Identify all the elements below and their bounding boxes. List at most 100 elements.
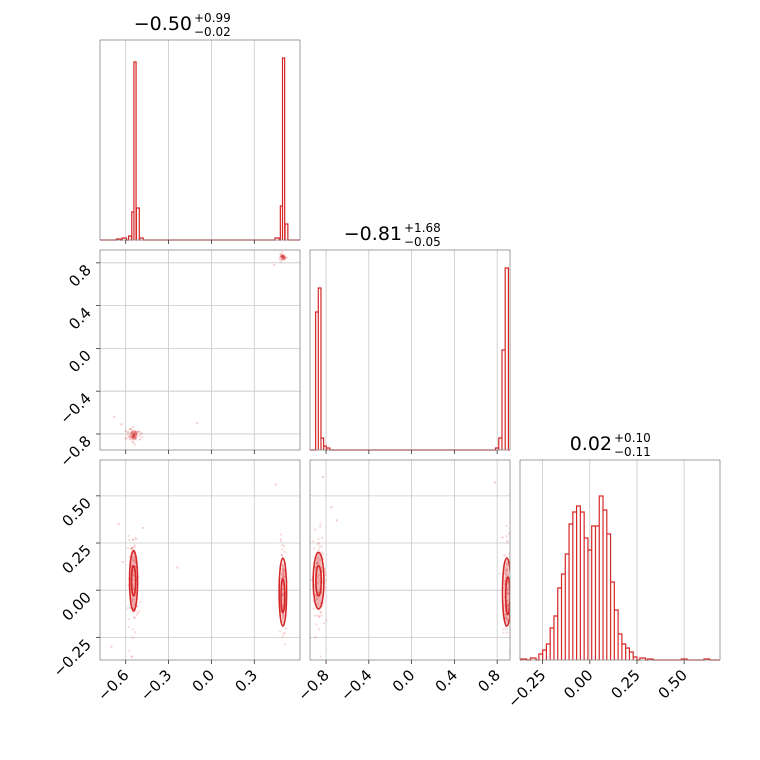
sample-point [132,434,135,438]
sample-point [127,435,130,438]
sample-point [132,539,135,542]
x-tick-label: 0.0 [389,666,419,696]
x-tick-label: 0.25 [607,666,643,702]
sample-point [506,587,509,590]
sample-point [316,602,319,606]
sample-point [281,593,284,596]
hist-panel-2-bin-23 [618,634,622,660]
sample-point [138,430,141,433]
sample-point [133,432,136,435]
sample-point [140,432,143,435]
sample-point [282,256,285,259]
sample-point [131,546,134,550]
hist-panel-2-bin-5 [550,628,554,660]
sample-point [282,613,285,617]
sample-point [506,589,509,592]
sample-point [505,541,509,544]
sample-point [273,263,276,267]
sample-point [135,432,139,435]
sample-point [130,430,134,433]
sample-point [131,433,134,436]
sample-point [281,568,284,571]
sample-point [280,255,283,258]
y-tick-label: 0.50 [58,494,94,530]
sample-point [130,431,133,434]
sample-point [321,536,324,539]
hist-panel-2-frame [519,459,721,661]
x-tick-label: 0.00 [560,666,596,702]
sample-point [281,554,284,557]
sample-point [506,618,509,621]
sample-point [129,432,132,435]
sample-point [278,256,281,259]
sample-point [322,622,325,625]
sample-point [312,539,315,543]
sample-point [285,256,288,259]
sample-point [135,431,138,434]
sample-point [280,253,283,256]
hist-panel-0-bin-9 [283,58,285,240]
sample-point [131,437,135,440]
hist-panel-2-bin-27 [633,657,637,660]
sample-point [320,545,323,548]
sample-point [127,431,130,434]
hist-panel-2-bin-15 [588,550,592,660]
sample-point [126,433,130,436]
sample-point [134,435,137,438]
hist-title-minus: −0.05 [404,235,441,249]
sample-point [138,438,142,441]
sample-point [131,431,134,434]
sample-point [135,436,138,439]
sample-point [176,566,179,569]
sample-point [506,539,509,543]
sample-point [132,559,135,563]
sample-point [133,429,136,432]
sample-point [505,569,508,573]
x-tick-label: −0.6 [94,666,132,704]
scatter-panel-0-2-frame [99,459,301,661]
hist-panel-2-bin-22 [614,610,618,660]
hist-panel-2-bin-9 [565,554,569,660]
sample-point [502,628,505,631]
hist-panel-1-frame [309,249,511,451]
sample-point [280,255,283,258]
sample-point [313,614,317,617]
sample-point [281,255,284,258]
sample-point [133,434,136,437]
hist-panel-0-frame [99,39,301,241]
sample-point [316,560,320,563]
sample-point [281,635,284,638]
sample-point [501,536,504,539]
sample-point [131,435,134,439]
sample-point [313,547,316,550]
density-core [280,254,286,259]
sample-point [283,550,286,554]
sample-point [281,251,284,254]
sample-point [132,597,136,601]
sample-point [131,538,134,541]
sample-point [325,619,328,622]
sample-point [317,562,320,565]
sample-point [131,429,134,432]
hist-title-value: 0.02 [570,433,612,455]
sample-point [320,551,323,554]
hist-panel-2-title: 0.02 +0.10−0.11 [570,431,651,459]
y-tick-label: 0.0 [65,346,95,376]
hist-panel-0-title: −0.50 +0.99−0.02 [134,11,231,39]
sample-point [281,594,285,597]
sample-point [282,570,285,573]
sample-point [135,537,138,541]
hist-panel-2-bin-12 [577,506,581,660]
hist-panel-1-title: −0.81 +1.68−0.05 [344,221,441,249]
sample-point [321,552,324,555]
sample-point [132,433,136,437]
hist-panel-1-bin-7 [499,438,502,450]
sample-point [131,435,134,438]
sample-point [283,643,287,646]
sample-point [507,532,510,535]
hist-panel-2-bin-11 [573,512,577,660]
sample-point [278,630,282,633]
sample-point [506,600,509,603]
sample-point [282,567,285,571]
